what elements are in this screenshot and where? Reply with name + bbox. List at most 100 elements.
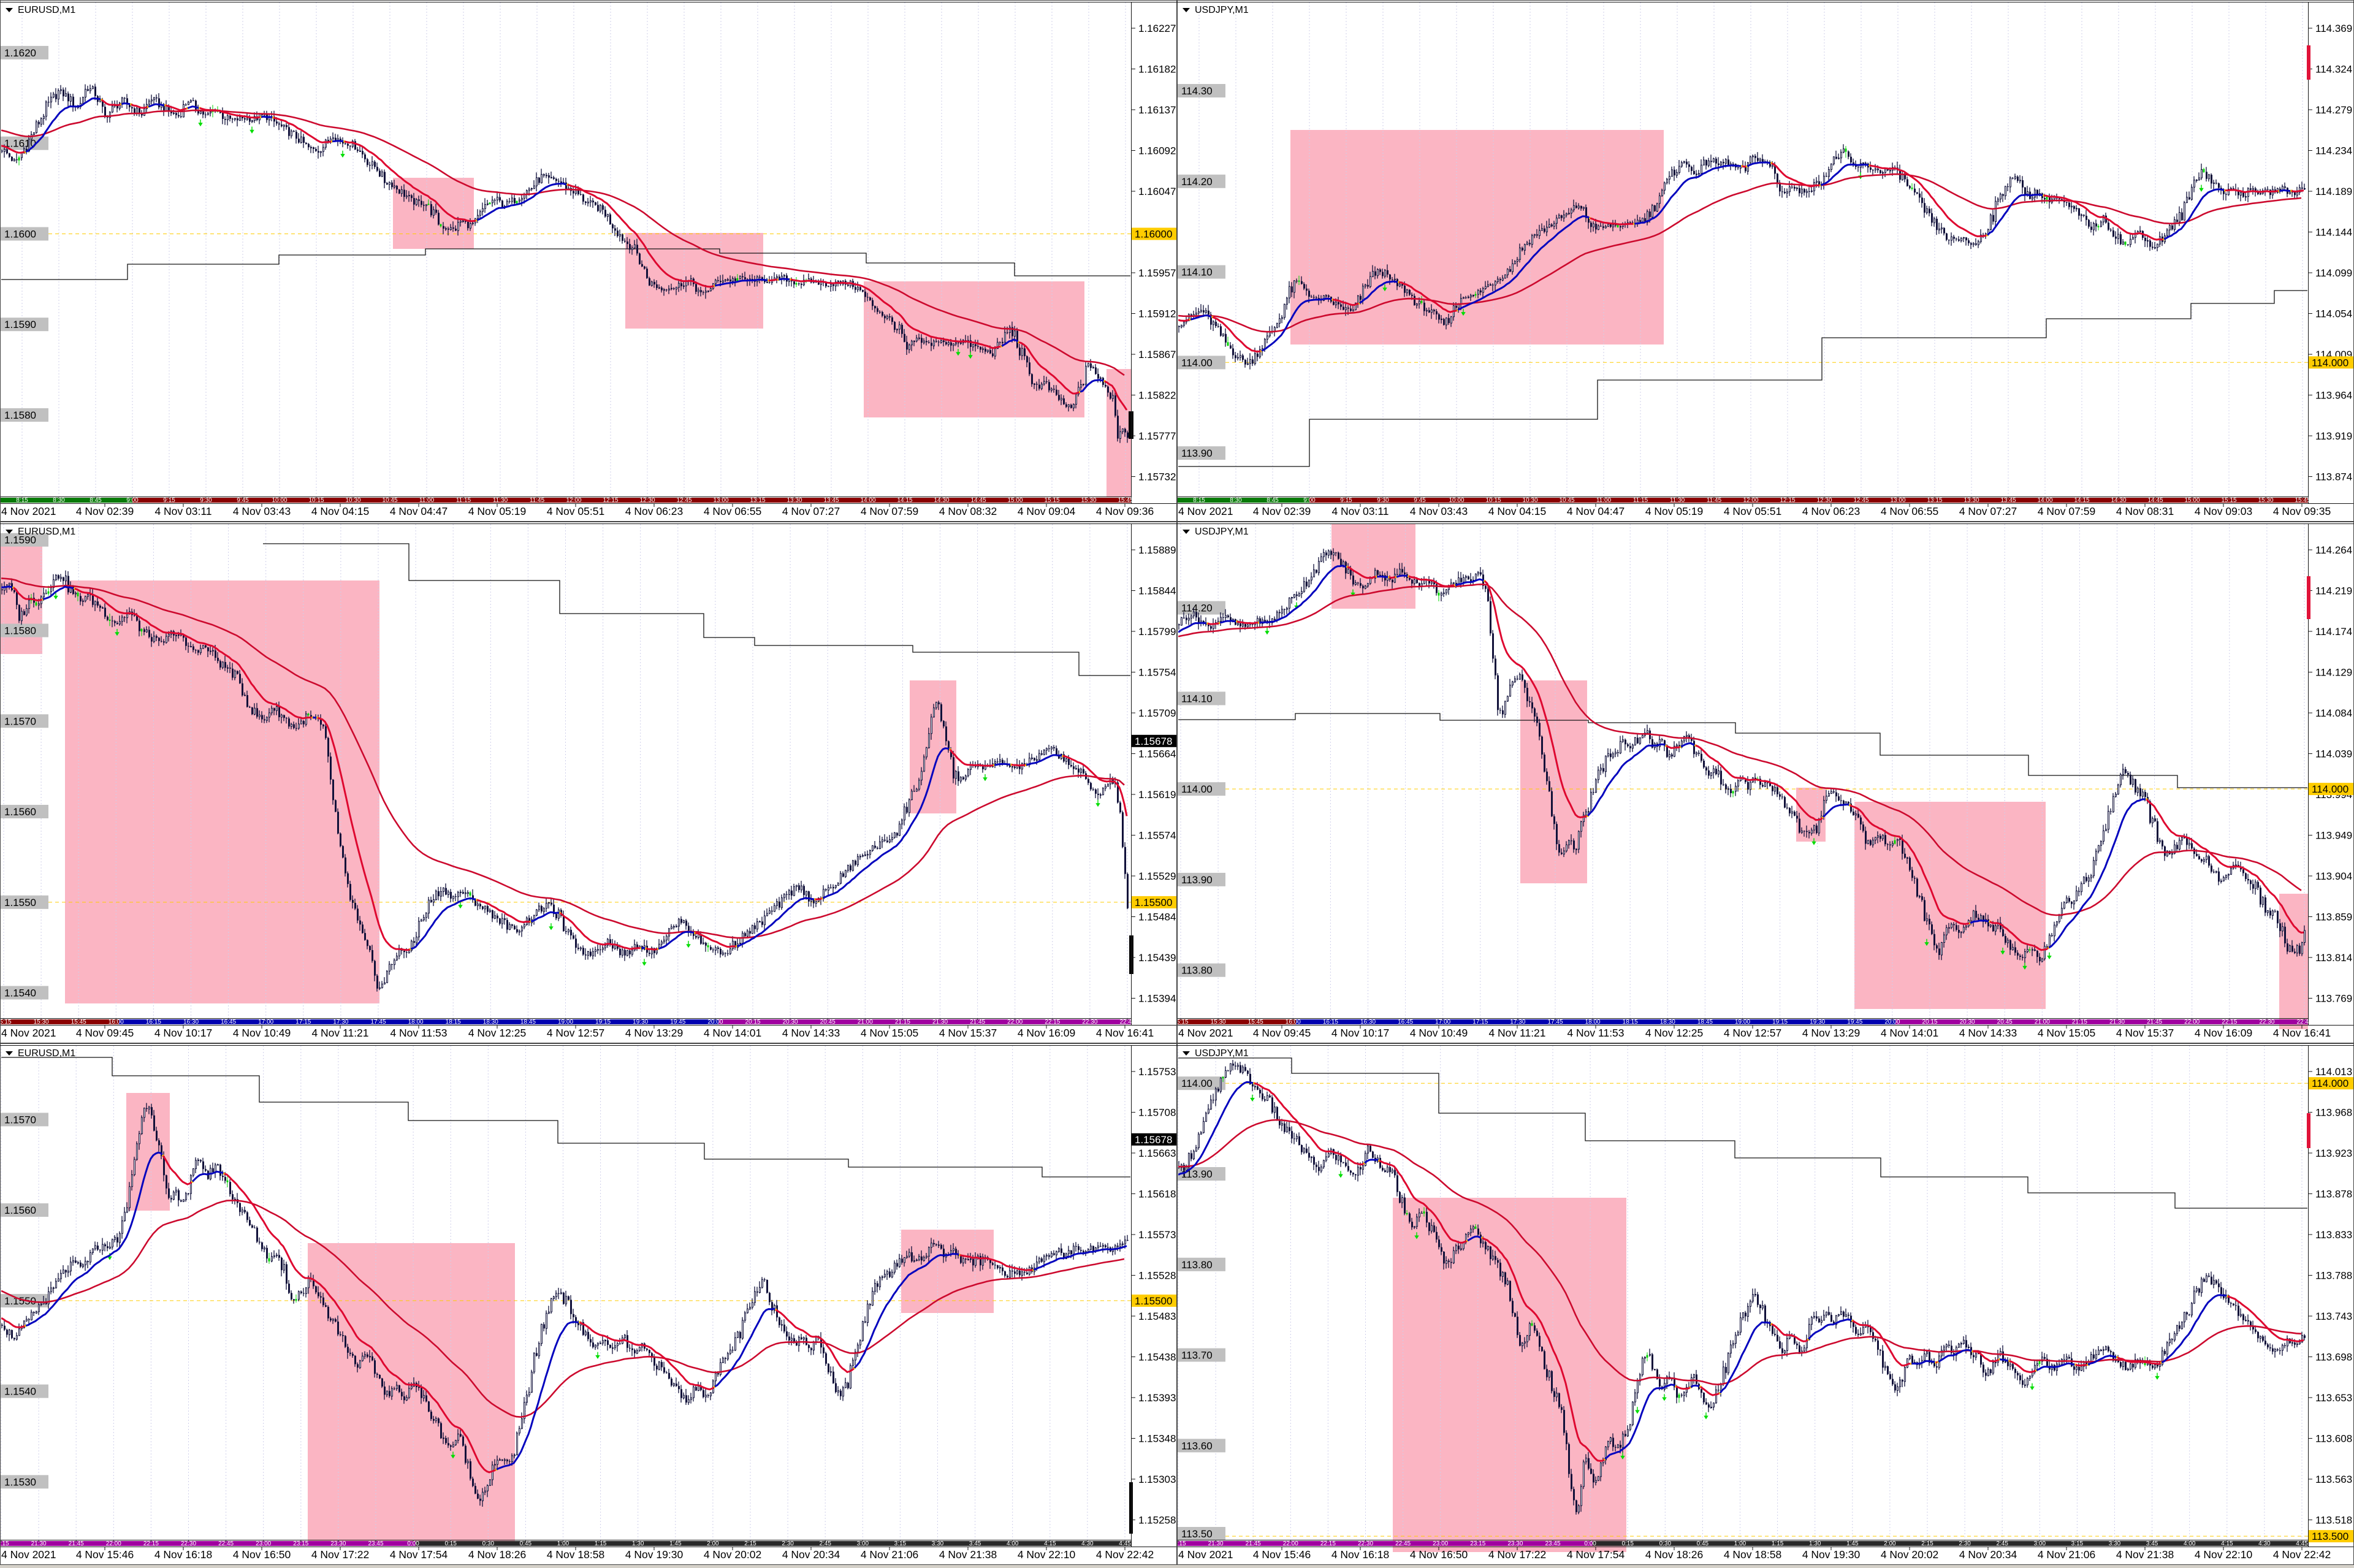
svg-text:2:45: 2:45 xyxy=(819,1540,831,1547)
svg-text:17:30: 17:30 xyxy=(333,1019,348,1026)
svg-text:1.15438: 1.15438 xyxy=(1138,1352,1176,1363)
svg-text:18:45: 18:45 xyxy=(520,1019,536,1026)
svg-text:4 Nov 03:43: 4 Nov 03:43 xyxy=(233,505,291,517)
svg-text:114.000: 114.000 xyxy=(2312,1078,2348,1089)
svg-text:4 Nov 2021: 4 Nov 2021 xyxy=(1,1548,56,1561)
svg-text:113.968: 113.968 xyxy=(2315,1107,2352,1119)
svg-text:21:30: 21:30 xyxy=(1208,1540,1224,1547)
svg-text:114.099: 114.099 xyxy=(2315,267,2352,279)
svg-text:114.20: 114.20 xyxy=(1181,603,1213,614)
svg-text:16:15: 16:15 xyxy=(146,1019,161,1026)
svg-text:14:15: 14:15 xyxy=(2074,497,2089,504)
svg-text:19:00: 19:00 xyxy=(558,1019,573,1026)
svg-text:20:15: 20:15 xyxy=(745,1019,760,1026)
svg-text:9:15: 9:15 xyxy=(1340,497,1352,504)
svg-text:4 Nov 04:15: 4 Nov 04:15 xyxy=(1488,505,1546,517)
svg-text:23:15: 23:15 xyxy=(293,1540,308,1547)
svg-text:4 Nov 08:32: 4 Nov 08:32 xyxy=(939,505,997,517)
svg-text:1.15484: 1.15484 xyxy=(1138,911,1176,923)
svg-text:4 Nov 04:47: 4 Nov 04:47 xyxy=(1567,505,1625,517)
svg-text:3:15: 3:15 xyxy=(894,1540,907,1547)
svg-text:114.084: 114.084 xyxy=(2315,707,2352,719)
svg-text:1.16092: 1.16092 xyxy=(1138,145,1176,157)
svg-text:12:30: 12:30 xyxy=(1816,497,1832,504)
svg-text:0:15: 0:15 xyxy=(444,1540,457,1547)
svg-text:1:15: 1:15 xyxy=(595,1540,607,1547)
svg-text:4 Nov 04:15: 4 Nov 04:15 xyxy=(311,505,369,517)
svg-text:21:15: 21:15 xyxy=(2072,1019,2087,1026)
svg-text:18:15: 18:15 xyxy=(1623,1019,1638,1026)
svg-text:4 Nov 07:59: 4 Nov 07:59 xyxy=(861,505,918,517)
svg-text:4 Nov 22:10: 4 Nov 22:10 xyxy=(1018,1548,1076,1561)
svg-text:4 Nov 02:39: 4 Nov 02:39 xyxy=(76,505,134,517)
svg-text:4 Nov 06:55: 4 Nov 06:55 xyxy=(704,505,761,517)
svg-text:1.15867: 1.15867 xyxy=(1138,349,1176,360)
svg-text:1:45: 1:45 xyxy=(1846,1540,1859,1547)
svg-text:113.904: 113.904 xyxy=(2315,870,2352,882)
svg-text:8:45: 8:45 xyxy=(90,497,102,504)
svg-text:4:45: 4:45 xyxy=(1119,1540,1131,1547)
svg-text:1.1550: 1.1550 xyxy=(4,897,36,908)
svg-text:1:00: 1:00 xyxy=(557,1540,569,1547)
svg-text:3:15: 3:15 xyxy=(2071,1540,2084,1547)
svg-text:1.15777: 1.15777 xyxy=(1138,430,1176,442)
svg-text:1.15663: 1.15663 xyxy=(1138,1147,1176,1159)
svg-text:22:15: 22:15 xyxy=(1045,1019,1060,1026)
svg-text:8:30: 8:30 xyxy=(1230,497,1242,504)
svg-text:113.608: 113.608 xyxy=(2315,1433,2352,1445)
svg-text:113.60: 113.60 xyxy=(1181,1440,1213,1452)
svg-text:22:45: 22:45 xyxy=(1395,1540,1411,1547)
svg-text:17:15: 17:15 xyxy=(1472,1019,1488,1026)
svg-text:4 Nov 05:19: 4 Nov 05:19 xyxy=(468,505,526,517)
svg-text:1.1550: 1.1550 xyxy=(4,1295,36,1307)
svg-text:4 Nov 05:19: 4 Nov 05:19 xyxy=(1645,505,1703,517)
svg-text:11:30: 11:30 xyxy=(1670,497,1685,504)
svg-text:22:45: 22:45 xyxy=(1119,1019,1135,1026)
svg-text:15:15: 15:15 xyxy=(1177,1019,1189,1026)
svg-text:22:30: 22:30 xyxy=(2259,1019,2274,1026)
svg-text:4 Nov 17:22: 4 Nov 17:22 xyxy=(1488,1548,1546,1561)
svg-text:4 Nov 15:05: 4 Nov 15:05 xyxy=(2038,1027,2095,1039)
svg-text:114.144: 114.144 xyxy=(2315,227,2352,238)
svg-text:13:00: 13:00 xyxy=(713,497,728,504)
svg-text:4 Nov 12:57: 4 Nov 12:57 xyxy=(547,1027,604,1039)
svg-text:21:15: 21:15 xyxy=(0,1540,9,1547)
svg-text:4 Nov 14:33: 4 Nov 14:33 xyxy=(1959,1027,2017,1039)
svg-text:22:15: 22:15 xyxy=(1320,1540,1336,1547)
svg-text:19:30: 19:30 xyxy=(633,1019,648,1026)
svg-text:20:45: 20:45 xyxy=(1997,1019,2013,1026)
svg-text:4 Nov 10:17: 4 Nov 10:17 xyxy=(1331,1027,1389,1039)
svg-text:4 Nov 06:23: 4 Nov 06:23 xyxy=(625,505,683,517)
svg-text:4 Nov 14:33: 4 Nov 14:33 xyxy=(782,1027,840,1039)
svg-text:113.80: 113.80 xyxy=(1181,965,1213,976)
svg-text:113.90: 113.90 xyxy=(1181,447,1213,459)
svg-text:16:45: 16:45 xyxy=(221,1019,236,1026)
svg-text:4 Nov 10:17: 4 Nov 10:17 xyxy=(154,1027,212,1039)
svg-text:15:45: 15:45 xyxy=(2295,497,2310,504)
svg-text:16:30: 16:30 xyxy=(1360,1019,1376,1026)
svg-text:113.923: 113.923 xyxy=(2315,1147,2352,1159)
svg-text:15:15: 15:15 xyxy=(2221,497,2236,504)
svg-text:11:15: 11:15 xyxy=(1633,497,1648,504)
svg-text:13:15: 13:15 xyxy=(750,497,765,504)
svg-text:1.15678: 1.15678 xyxy=(1135,1134,1172,1146)
svg-text:4 Nov 09:03: 4 Nov 09:03 xyxy=(2195,505,2252,517)
svg-text:19:15: 19:15 xyxy=(1772,1019,1788,1026)
svg-text:15:30: 15:30 xyxy=(1211,1019,1226,1026)
svg-text:4 Nov 13:29: 4 Nov 13:29 xyxy=(625,1027,683,1039)
svg-text:17:00: 17:00 xyxy=(258,1019,273,1026)
svg-text:4:45: 4:45 xyxy=(2296,1540,2308,1547)
svg-text:21:15: 21:15 xyxy=(895,1019,910,1026)
svg-text:1.1560: 1.1560 xyxy=(4,1205,36,1216)
svg-text:4 Nov 18:58: 4 Nov 18:58 xyxy=(1724,1548,1781,1561)
svg-text:22:15: 22:15 xyxy=(143,1540,159,1547)
svg-text:1.1580: 1.1580 xyxy=(4,625,36,637)
svg-text:4 Nov 13:29: 4 Nov 13:29 xyxy=(1802,1027,1860,1039)
svg-text:0:00: 0:00 xyxy=(1584,1540,1596,1547)
svg-text:13:15: 13:15 xyxy=(1927,497,1942,504)
svg-text:114.054: 114.054 xyxy=(2315,308,2352,320)
svg-text:114.369: 114.369 xyxy=(2315,23,2352,34)
svg-text:4 Nov 04:47: 4 Nov 04:47 xyxy=(390,505,448,517)
svg-text:4 Nov 19:30: 4 Nov 19:30 xyxy=(625,1548,684,1561)
svg-text:4 Nov 18:58: 4 Nov 18:58 xyxy=(547,1548,604,1561)
